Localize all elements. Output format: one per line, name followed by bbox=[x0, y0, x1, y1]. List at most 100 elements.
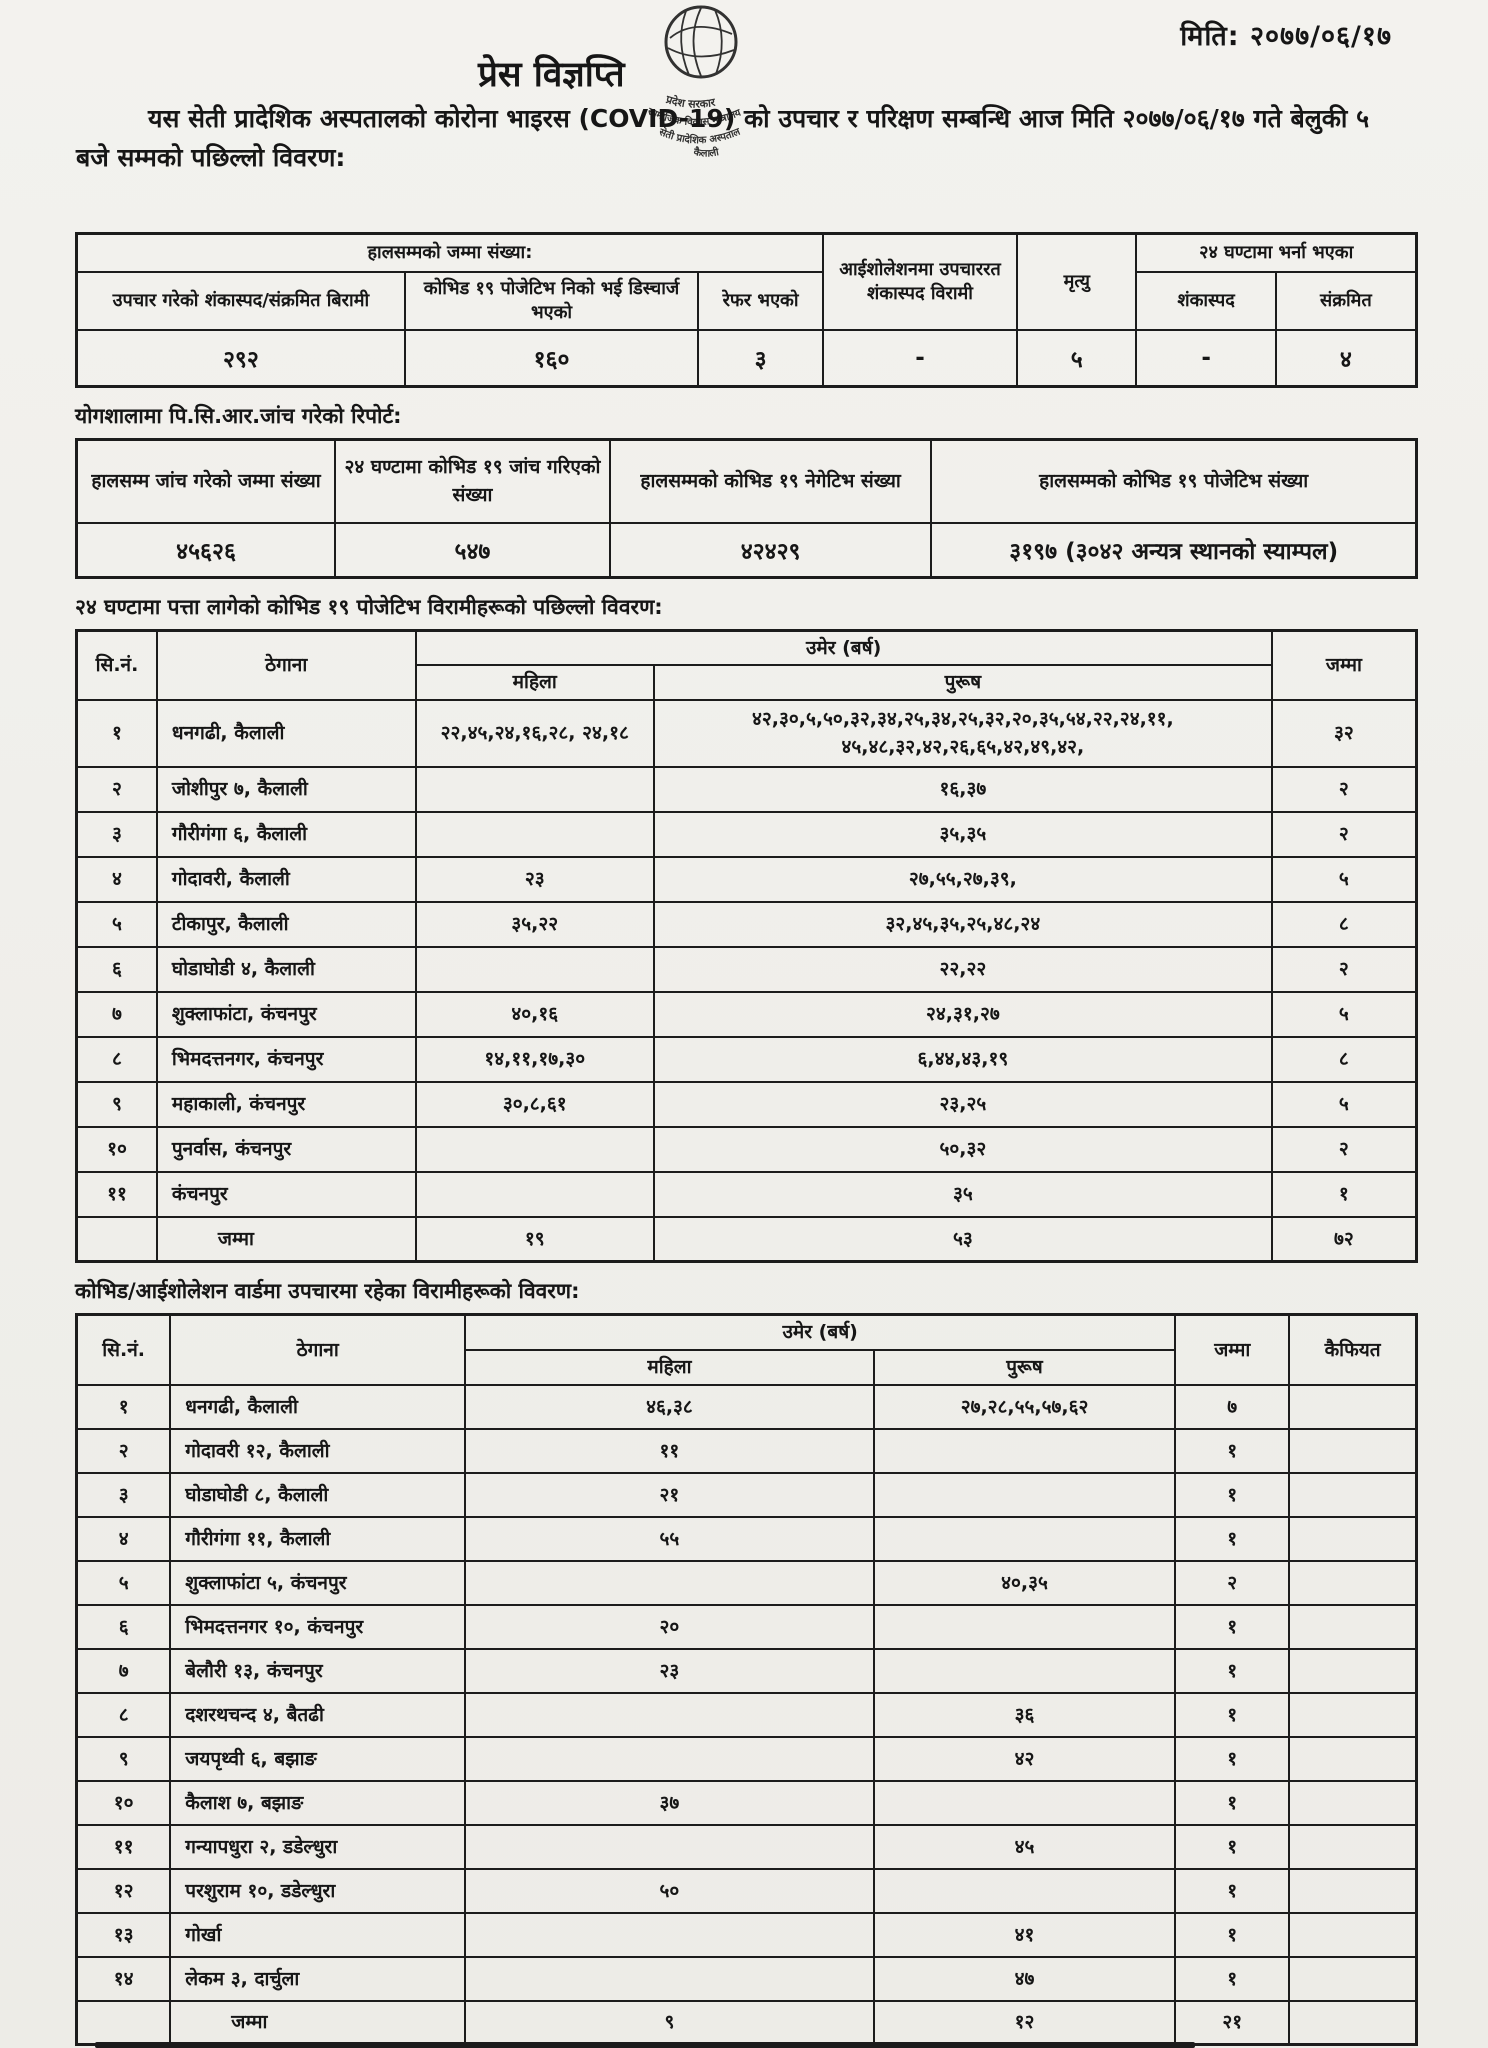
row-total: २ bbox=[1270, 810, 1418, 858]
positive-case-row: ५ टीकापुर, कैलाली ३५,२२ ३२,४५,३५,२५,४८,२… bbox=[75, 900, 1418, 948]
isolation-patient-row: ६ भिमदत्तनगर १०, कंचनपुर २० १ bbox=[75, 1603, 1418, 1650]
row-address: लेकम ३, दार्चुला bbox=[169, 1955, 467, 2002]
isolation-col-male: पुरूष bbox=[872, 1349, 1177, 1386]
row-male-ages: ४२,३०,५,५०,३२,३४,२५,३४,२५,३२,२०,३५,५४,२२… bbox=[653, 698, 1273, 768]
summary-value: ५ bbox=[1016, 329, 1138, 388]
total-female: ९ bbox=[464, 1999, 875, 2046]
row-total: १ bbox=[1174, 1515, 1291, 1562]
row-total: २ bbox=[1270, 1125, 1418, 1173]
positive-cases-table: सि.नं. ठेगाना उमेर (बर्ष) जम्मा महिला पु… bbox=[75, 628, 1418, 1264]
row-female-ages: २२,४५,२४,१६,२८, २४,१८ bbox=[414, 698, 656, 768]
row-total: २ bbox=[1270, 945, 1418, 993]
row-remarks bbox=[1288, 1691, 1418, 1738]
pcr-col-24h-tested: २४ घण्टामा कोभिड १९ जांच गरिएको संख्या bbox=[334, 438, 611, 525]
row-address: गौरीगंगा ११, कैलाली bbox=[169, 1515, 467, 1562]
row-remarks bbox=[1288, 1867, 1418, 1914]
row-total: २ bbox=[1174, 1559, 1291, 1606]
total-male: १२ bbox=[872, 1999, 1177, 2046]
row-address: शुक्लाफांटा ५, कंचनपुर bbox=[169, 1559, 467, 1606]
row-sn: ८ bbox=[75, 1691, 172, 1738]
isolation-patient-row: १३ गोर्खा ४१ १ bbox=[75, 1911, 1418, 1958]
row-address: भिमदत्तनगर १०, कंचनपुर bbox=[169, 1603, 467, 1650]
summary-col-isolation: आईशोलेशनमा उपचाररत शंकास्पद विरामी bbox=[821, 232, 1019, 332]
row-female-ages: २३ bbox=[464, 1647, 875, 1694]
total-male: ५३ bbox=[653, 1215, 1273, 1263]
row-female-ages: २० bbox=[464, 1603, 875, 1650]
isolation-patient-row: ५ शुक्लाफांटा ५, कंचनपुर ४०,३५ २ bbox=[75, 1559, 1418, 1606]
summary-values-row: २९२ १६० ३ - ५ - ४ bbox=[75, 329, 1418, 388]
row-total: १ bbox=[1174, 1779, 1291, 1826]
pcr-table: हालसम्म जांच गरेको जम्मा संख्या २४ घण्टा… bbox=[75, 437, 1418, 579]
positive-case-row: ११ कंचनपुर ३५ १ bbox=[75, 1170, 1418, 1218]
row-remarks bbox=[1288, 1823, 1418, 1870]
row-male-ages: ४७ bbox=[872, 1955, 1177, 2002]
summary-value: १६० bbox=[403, 329, 700, 388]
row-female-ages: २१ bbox=[464, 1471, 875, 1518]
row-female-ages: ५५ bbox=[464, 1515, 875, 1562]
row-male-ages: २४,३१,२७ bbox=[653, 990, 1273, 1038]
row-female-ages: ३५,२२ bbox=[414, 900, 656, 948]
summary-value: - bbox=[821, 329, 1019, 388]
row-female-ages: ५० bbox=[464, 1867, 875, 1914]
row-remarks bbox=[1288, 1471, 1418, 1518]
row-sn: ११ bbox=[75, 1170, 158, 1218]
row-address: गोदावरी १२, कैलाली bbox=[169, 1427, 467, 1474]
isolation-patient-row: ९ जयपृथ्वी ६, बझाङ ४२ १ bbox=[75, 1735, 1418, 1782]
row-address: दशरथचन्द ४, बैतढी bbox=[169, 1691, 467, 1738]
row-sn: १४ bbox=[75, 1955, 172, 2002]
isolation-patient-row: ८ दशरथचन्द ४, बैतढी ३६ १ bbox=[75, 1691, 1418, 1738]
summary-col-discharged: कोभिड १९ पोजेटिभ निको भई डिस्चार्ज भएको bbox=[403, 270, 700, 332]
row-male-ages: ४०,३५ bbox=[872, 1559, 1177, 1606]
total-sum: ७२ bbox=[1270, 1215, 1418, 1263]
summary-col-death: मृत्यु bbox=[1016, 232, 1138, 332]
row-sn: १ bbox=[75, 698, 158, 768]
row-total: ३२ bbox=[1270, 698, 1418, 768]
row-sn: ११ bbox=[75, 1823, 172, 1870]
row-male-ages: ६,४४,४३,१९ bbox=[653, 1035, 1273, 1083]
summary-value: - bbox=[1135, 329, 1277, 388]
row-female-ages bbox=[464, 1955, 875, 2002]
row-sn: ७ bbox=[75, 990, 158, 1038]
row-address: कंचनपुर bbox=[155, 1170, 417, 1218]
positive-case-row: ४ गोदावरी, कैलाली २३ २७,५५,२७,३९, ५ bbox=[75, 855, 1418, 903]
row-address: परशुराम १०, डडेल्धुरा bbox=[169, 1867, 467, 1914]
row-total: १ bbox=[1174, 1471, 1291, 1518]
isolation-patient-row: १० कैलाश ७, बझाङ ३७ १ bbox=[75, 1779, 1418, 1826]
row-total: १ bbox=[1174, 1647, 1291, 1694]
pcr-col-total-tested: हालसम्म जांच गरेको जम्मा संख्या bbox=[75, 438, 337, 525]
government-stamp-icon: प्रदेश सरकार सामाजिक विकास मन्त्रालय सेत… bbox=[645, 5, 744, 160]
row-remarks bbox=[1288, 1603, 1418, 1650]
isolation-col-sn: सि.नं. bbox=[75, 1313, 172, 1386]
row-sn: ३ bbox=[75, 1471, 172, 1518]
row-address: घोडाघोडी ४, कैलाली bbox=[155, 945, 417, 993]
summary-col-referred: रेफर भएको bbox=[697, 270, 824, 332]
row-total: ५ bbox=[1270, 990, 1418, 1038]
summary-group-header: हालसम्मको जम्मा संख्या: bbox=[75, 232, 824, 273]
row-sn: ४ bbox=[75, 855, 158, 903]
row-address: टीकापुर, कैलाली bbox=[155, 900, 417, 948]
row-male-ages: २७,२८,५५,५७,६२ bbox=[872, 1383, 1177, 1430]
pcr-col-negative: हालसम्मको कोभिड १९ नेगेटिभ संख्या bbox=[608, 438, 933, 525]
row-sn: ७ bbox=[75, 1647, 172, 1694]
isolation-col-remarks: कैफियत bbox=[1288, 1313, 1418, 1386]
row-female-ages: ४०,१६ bbox=[414, 990, 656, 1038]
summary-table: हालसम्मको जम्मा संख्या: आईशोलेशनमा उपचार… bbox=[75, 232, 1418, 388]
stamp-line: कैलाली bbox=[692, 145, 721, 160]
isolation-col-total: जम्मा bbox=[1174, 1313, 1291, 1386]
row-female-ages: १४,११,१७,३० bbox=[414, 1035, 656, 1083]
positive-section-title: २४ घण्टामा पत्ता लागेको कोभिड १९ पोजेटिभ… bbox=[75, 594, 663, 619]
row-male-ages: ३५,३५ bbox=[653, 810, 1273, 858]
row-address: भिमदत्तनगर, कंचनपुर bbox=[155, 1035, 417, 1083]
row-sn: ९ bbox=[75, 1080, 158, 1128]
row-male-ages: २७,५५,२७,३९, bbox=[653, 855, 1273, 903]
row-male-ages: २२,२२ bbox=[653, 945, 1273, 993]
row-female-ages: ४६,३८ bbox=[464, 1383, 875, 1430]
row-address: गोर्खा bbox=[169, 1911, 467, 1958]
row-remarks bbox=[1288, 1427, 1418, 1474]
isolation-col-age-group: उमेर (बर्ष) bbox=[464, 1313, 1177, 1352]
scan-edge-artifact bbox=[95, 2042, 1195, 2048]
row-sn: २ bbox=[75, 765, 158, 813]
row-male-ages bbox=[872, 1471, 1177, 1518]
total-label: जम्मा bbox=[155, 1215, 417, 1263]
